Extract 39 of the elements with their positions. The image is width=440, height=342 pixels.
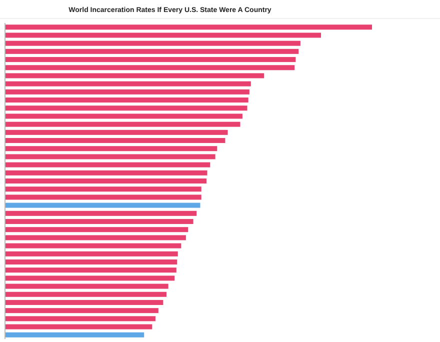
bar [5, 65, 295, 70]
bar [5, 138, 226, 144]
bar [5, 32, 321, 38]
bar [5, 210, 197, 216]
bar [5, 81, 251, 86]
bar [5, 114, 242, 119]
bar [5, 154, 216, 160]
bar [5, 178, 206, 184]
bar [5, 194, 202, 200]
bar [5, 276, 175, 281]
bar [5, 284, 168, 289]
bar [5, 130, 228, 135]
bar [5, 48, 299, 54]
bar [5, 122, 240, 127]
bar [5, 186, 202, 192]
bar [5, 332, 144, 338]
bar [5, 259, 178, 264]
bar [5, 146, 218, 152]
bar [5, 73, 264, 78]
bar [5, 243, 182, 248]
bar [5, 40, 300, 46]
bar [5, 162, 210, 168]
bar [5, 268, 176, 273]
bar [5, 324, 152, 330]
bar [5, 251, 178, 256]
bar [5, 89, 250, 94]
bar [5, 308, 158, 314]
bar [5, 202, 200, 208]
bar [5, 300, 164, 305]
bar [5, 24, 372, 30]
bar [5, 316, 156, 322]
bar [5, 292, 166, 297]
bar [5, 227, 188, 232]
bar [5, 57, 296, 62]
bar [5, 235, 186, 240]
bar [5, 170, 208, 176]
bar [5, 106, 248, 111]
bar [5, 98, 248, 103]
bar [5, 218, 194, 224]
